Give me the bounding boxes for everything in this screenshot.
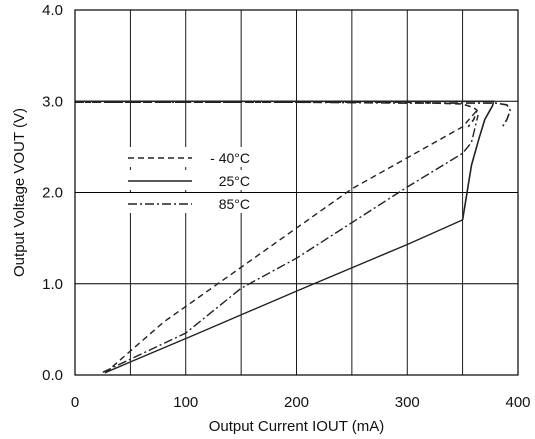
plot-frame xyxy=(74,9,519,376)
series-foldback-line xyxy=(104,109,478,374)
series-line xyxy=(75,100,495,221)
series-line xyxy=(75,101,512,130)
y-tick-label: 4.0 xyxy=(42,2,63,19)
legend: - 40°C 25°C 85°C xyxy=(124,147,256,213)
y-tick-label: 2.0 xyxy=(42,185,63,202)
grid xyxy=(75,10,518,375)
legend-background xyxy=(124,170,256,190)
x-tick-label: 100 xyxy=(173,394,198,411)
series-foldback-line xyxy=(105,219,463,373)
legend-label: 85°C xyxy=(219,196,250,212)
legend-background xyxy=(124,193,256,213)
x-tick-label: 300 xyxy=(395,394,420,411)
series-foldback-line xyxy=(102,114,479,373)
legend-background xyxy=(124,147,256,167)
y-tick-label: 3.0 xyxy=(42,93,63,110)
y-tick-label: 1.0 xyxy=(42,276,63,293)
series-group xyxy=(75,100,512,374)
x-tick-label: 200 xyxy=(284,394,309,411)
series-3 xyxy=(75,101,512,373)
x-tick-label: 400 xyxy=(505,394,530,411)
y-axis-label: Output Voltage VOUT (V) xyxy=(11,108,28,277)
x-tick-label: 0 xyxy=(71,394,79,411)
series-line xyxy=(75,101,478,128)
x-axis-label: Output Current IOUT (mA) xyxy=(209,418,385,435)
legend-label: - 40°C xyxy=(210,150,250,166)
tick-labels: 0 100 200 300 400 0.0 1.0 2.0 3.0 4.0 xyxy=(42,2,530,411)
y-tick-label: 0.0 xyxy=(42,367,63,384)
legend-label: 25°C xyxy=(219,173,250,189)
series-2 xyxy=(75,100,495,373)
series-1 xyxy=(75,101,478,374)
